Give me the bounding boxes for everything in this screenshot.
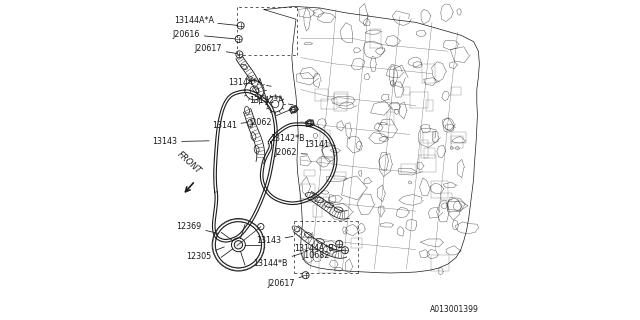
Text: 13143: 13143 (152, 137, 209, 146)
Text: J2062: J2062 (275, 148, 307, 157)
Text: 13143: 13143 (256, 236, 293, 245)
Text: 13144A*B: 13144A*B (294, 244, 344, 253)
Text: 13144*A: 13144*A (228, 78, 271, 87)
Text: 12369: 12369 (177, 222, 218, 233)
Text: 12305: 12305 (187, 247, 224, 261)
Text: J2062: J2062 (250, 109, 291, 127)
Text: 13144*B: 13144*B (253, 253, 302, 268)
Text: 13141: 13141 (212, 121, 248, 130)
Text: 13144A*A: 13144A*A (174, 16, 238, 26)
Text: A013001399: A013001399 (430, 305, 479, 314)
Text: J20617: J20617 (195, 44, 237, 53)
Text: FRONT: FRONT (175, 150, 202, 176)
Text: J20616: J20616 (173, 30, 236, 39)
Text: 13142*B: 13142*B (270, 134, 311, 143)
Text: J20617: J20617 (268, 276, 303, 288)
Text: J10682: J10682 (303, 251, 342, 260)
Text: 13141: 13141 (305, 140, 335, 148)
Circle shape (234, 241, 243, 249)
Text: 13142*A: 13142*A (250, 96, 293, 105)
